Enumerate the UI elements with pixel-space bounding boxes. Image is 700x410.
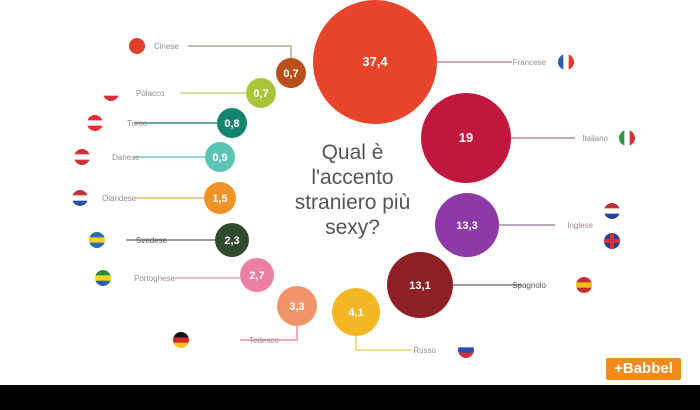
- bubble-value: 13,1: [409, 280, 430, 292]
- bubble-value: 2,7: [249, 270, 264, 282]
- bubble-value: 0,8: [224, 118, 239, 130]
- bubble-chart: 37,4 Francese 19 Italiano 13,3 Inglese 13,1 Spa…: [72, 0, 635, 358]
- bubble-label: Svedese: [136, 236, 168, 245]
- bubble-value: 0,7: [253, 88, 268, 100]
- bubble-label: Portoghese: [134, 274, 175, 283]
- bubble-label: Danese: [112, 153, 140, 162]
- chart-title: Qual è l'accento straniero più sexy?: [290, 140, 415, 240]
- infographic: 37,4 Francese 19 Italiano 13,3 Inglese 13,1 Spa…: [72, 0, 681, 380]
- bubble-cinese: 0,7 Cinese: [129, 38, 306, 88]
- bubble-circle: [204, 182, 236, 214]
- bubble-circle: [421, 93, 511, 183]
- flag-icon: [95, 270, 111, 286]
- flag-icon: [576, 277, 592, 293]
- bubble-label: Italiano: [582, 134, 608, 143]
- flag-icon: [173, 332, 189, 348]
- bubble-circle: [215, 223, 249, 257]
- bubble-turco: 0,8 Turco: [87, 108, 247, 138]
- bubble-value: 19: [459, 130, 473, 145]
- bubble-russo: 4,1 Russo: [332, 288, 474, 358]
- flag-icon: [72, 190, 88, 206]
- flag-icon: [458, 342, 474, 358]
- connector-line: [188, 45, 292, 58]
- bubble-tedesco: 3,3 Tedesco: [173, 286, 317, 348]
- bubble-label: Francese: [513, 58, 547, 67]
- bubble-spagnolo: 13,1 Spagnolo: [387, 252, 592, 318]
- bubble-circle: [276, 58, 306, 88]
- flag-icon: [87, 115, 103, 131]
- flag-icon: [74, 149, 90, 165]
- bubble-value: 13,3: [456, 220, 477, 232]
- bubble-label: Tedesco: [249, 336, 279, 345]
- bubble-value: 2,3: [224, 235, 239, 247]
- connector-line: [240, 326, 298, 341]
- flag-icon: [619, 130, 635, 146]
- bubble-circle: [277, 286, 317, 326]
- bubble-label: Spagnolo: [512, 281, 546, 290]
- bubble-value: 4,1: [348, 307, 363, 319]
- flag-icon: [604, 203, 620, 219]
- bubble-portoghese: 2,7 Portoghese: [95, 258, 274, 292]
- bubble-circle: [313, 0, 437, 124]
- bubble-circle: [217, 108, 247, 138]
- bubble-value: 0,7: [283, 68, 298, 80]
- bubble-olandese: 1,5 Olandese: [72, 182, 236, 214]
- bubble-value: 1,5: [212, 193, 227, 205]
- bubble-circle: [246, 78, 276, 108]
- flag-icon: [129, 38, 145, 54]
- flag-icon: [103, 85, 119, 101]
- bubble-inglese: 13,3 Inglese: [435, 193, 620, 257]
- bubble-label: Inglese: [567, 221, 593, 230]
- bubble-circle: [387, 252, 453, 318]
- babbel-logo: +Babbel: [606, 358, 681, 380]
- bubble-circle: [332, 288, 380, 336]
- bubble-value: 3,3: [289, 301, 304, 313]
- bubble-label: Russo: [413, 346, 436, 355]
- bubble-circle: [240, 258, 274, 292]
- bubble-label: Polacco: [136, 89, 165, 98]
- bubble-label: Turco: [127, 119, 148, 128]
- bubble-danese: 0,9 Danese: [74, 142, 235, 172]
- bubble-italiano: 19 Italiano: [421, 93, 635, 183]
- bubble-label: Cinese: [154, 42, 179, 51]
- bubble-francese: 37,4 Francese: [313, 0, 574, 124]
- title-line: l'accento: [311, 166, 394, 189]
- title-line: sexy?: [325, 216, 380, 239]
- bubble-value: 37,4: [362, 54, 388, 69]
- flag-icon: [89, 232, 105, 248]
- title-line: Qual è: [321, 141, 384, 164]
- bubble-label: Olandese: [102, 194, 137, 203]
- flag-icon: [558, 54, 574, 70]
- bubble-circle: [435, 193, 499, 257]
- connector-line: [355, 336, 412, 351]
- bottom-black-bar: [0, 385, 700, 410]
- bubble-circle: [205, 142, 235, 172]
- bubble-svedese: 2,3 Svedese: [89, 223, 249, 257]
- flag-icon-uk: [604, 233, 620, 249]
- bubble-polacco: 0,7 Polacco: [103, 78, 276, 108]
- bubble-value: 0,9: [212, 152, 227, 164]
- title-line: straniero più: [294, 191, 411, 214]
